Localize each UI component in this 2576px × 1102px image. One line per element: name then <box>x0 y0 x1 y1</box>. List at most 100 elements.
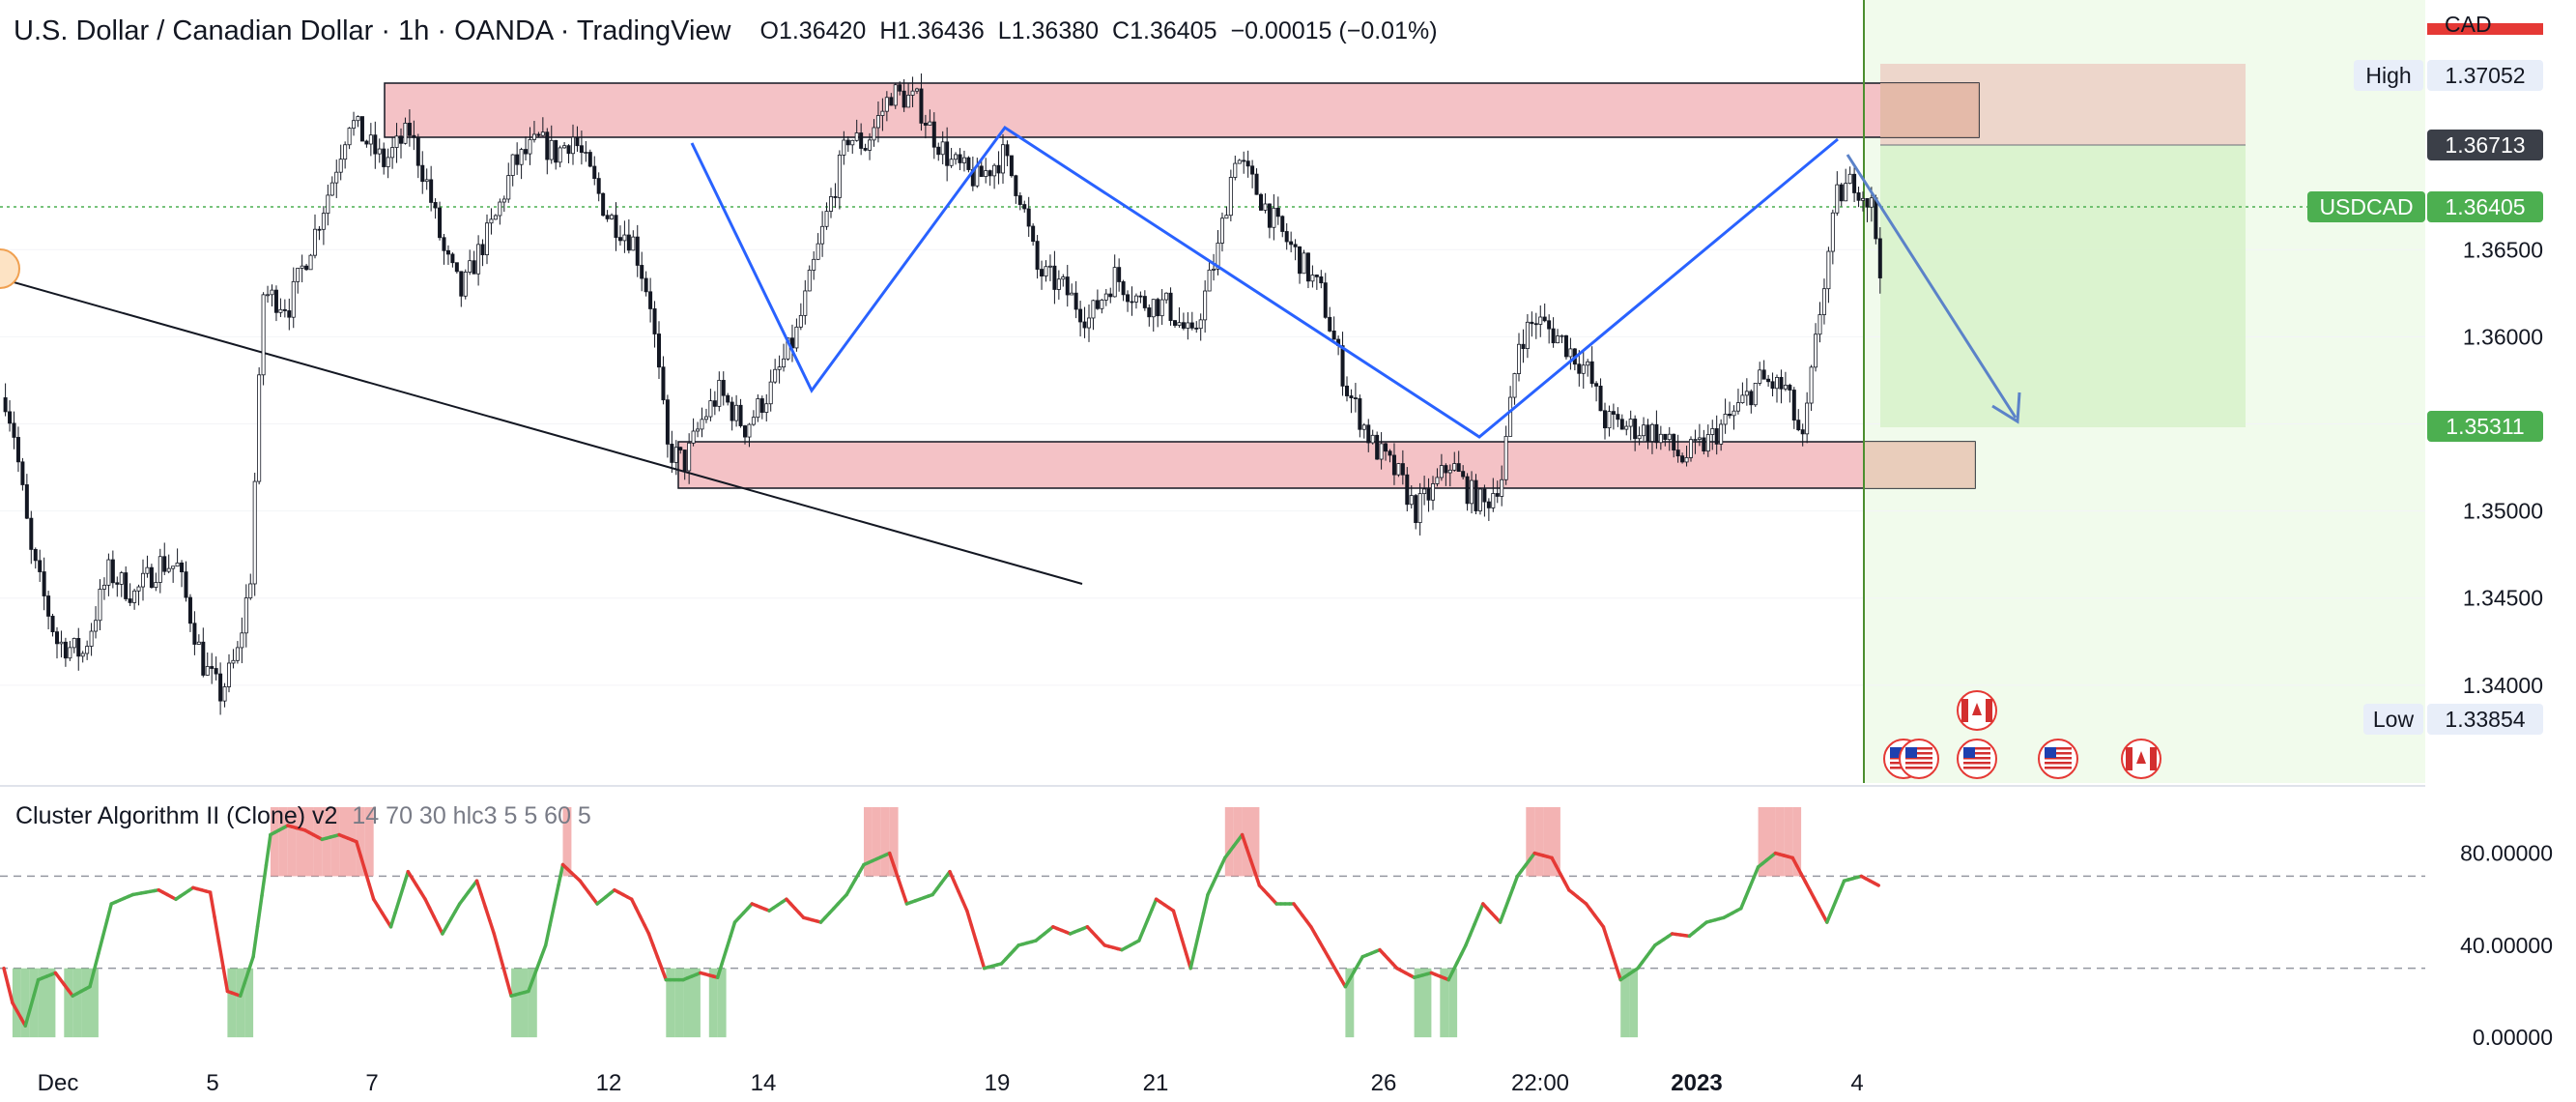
oscillator-segment <box>363 868 371 887</box>
candle-body <box>98 589 102 622</box>
oscillator-segment <box>6 983 14 1005</box>
candle-body <box>1194 327 1199 330</box>
candle-body <box>266 294 271 297</box>
symbol-title[interactable]: U.S. Dollar / Canadian Dollar · 1h · OAN… <box>14 14 731 46</box>
ca-event-flag-icon[interactable] <box>2121 739 2161 779</box>
projection-arrow-line[interactable] <box>1846 154 2018 419</box>
candle-body <box>558 147 562 163</box>
candle-body <box>519 149 524 165</box>
oscillator-segment <box>32 977 41 998</box>
wave-pattern-line[interactable] <box>690 125 1839 439</box>
candle-body <box>368 134 373 145</box>
candle-body <box>798 314 803 328</box>
oversold-bar <box>692 968 701 1038</box>
candle-body <box>1245 160 1250 167</box>
candle-body <box>626 234 631 251</box>
candle-body <box>1482 488 1487 503</box>
resistance-zone[interactable] <box>384 82 1980 138</box>
highlight-circle[interactable] <box>0 248 20 289</box>
oscillator-segment <box>492 932 501 951</box>
support-zone[interactable] <box>677 441 1976 489</box>
flag-stripe <box>2045 747 2072 750</box>
indicator-legend[interactable]: Cluster Algorithm II (Clone) v2 14 70 30… <box>15 802 591 830</box>
candle-body <box>751 417 756 425</box>
candle-body <box>29 517 34 550</box>
candle-body <box>1087 317 1092 329</box>
candle-body <box>498 201 502 217</box>
candle-body <box>106 559 111 586</box>
us-event-flag-icon[interactable] <box>1957 739 1997 779</box>
candle-body <box>786 337 790 360</box>
oscillator-segment <box>530 966 539 982</box>
indicator-params: 14 70 30 hlc3 5 5 60 5 <box>352 802 591 829</box>
indicator-name: Cluster Algorithm II (Clone) v2 <box>15 802 338 829</box>
candle-body <box>617 237 622 242</box>
candle-body <box>101 584 106 590</box>
descending-trendline[interactable] <box>0 277 1083 585</box>
currency-label[interactable]: CAD <box>2445 12 2492 37</box>
oscillator-segment <box>100 918 109 940</box>
us-event-flag-icon[interactable] <box>1899 739 1939 779</box>
candle-body <box>334 171 339 184</box>
candle-body <box>205 666 210 676</box>
symbol-tag[interactable]: USDCAD <box>2319 194 2413 219</box>
candle-body <box>128 598 132 603</box>
candle-body <box>3 397 8 413</box>
candle-body <box>1164 292 1169 301</box>
candle-body <box>1461 471 1466 478</box>
candle-body <box>424 179 429 183</box>
last-value-tag: 1.36713 <box>2445 132 2525 158</box>
candle-body <box>1856 192 1861 201</box>
candle-body <box>1680 455 1685 463</box>
candle-body <box>501 198 506 203</box>
candle-body <box>184 571 188 598</box>
overbought-bar <box>1543 807 1552 877</box>
oversold-bar <box>708 968 718 1038</box>
candle-body <box>1082 321 1087 329</box>
candle-body <box>575 136 580 147</box>
candle-body <box>1654 423 1659 444</box>
ca-event-flag-icon[interactable] <box>1957 690 1997 731</box>
candle-body <box>438 207 443 239</box>
candle-body <box>261 294 266 376</box>
candle-body <box>55 631 60 645</box>
candle-body <box>42 571 46 596</box>
candle-body <box>1809 366 1814 404</box>
candle-body <box>1439 465 1444 478</box>
oscillator-segment <box>1215 865 1223 879</box>
candle-body <box>540 131 545 136</box>
chart-header: U.S. Dollar / Canadian Dollar · 1h · OAN… <box>14 10 1438 52</box>
oscillator-segment <box>1873 881 1880 887</box>
flag-stripe <box>2045 762 2072 765</box>
oscillator-segment <box>960 899 969 913</box>
oscillator-segment <box>1615 965 1622 982</box>
candle-body <box>187 596 192 624</box>
candle-body <box>893 84 898 106</box>
candle-body <box>94 620 99 632</box>
candle-body <box>648 291 653 309</box>
candle-body <box>1263 203 1268 211</box>
candle-body <box>201 641 206 676</box>
oscillator-segment <box>729 920 737 939</box>
target-profit-zone[interactable] <box>1880 145 2246 427</box>
flag-band <box>2126 747 2132 770</box>
candle-body <box>162 556 167 572</box>
candle-body <box>1370 434 1375 444</box>
candle-body <box>1770 381 1775 390</box>
candle-body <box>1112 267 1117 298</box>
candle-body <box>1384 443 1388 452</box>
candle-body <box>1173 320 1178 326</box>
candle-body <box>308 254 313 271</box>
candle-body <box>115 582 120 585</box>
candle-body <box>166 567 171 572</box>
candle-body <box>226 662 231 687</box>
candle-body <box>884 97 889 112</box>
candle-body <box>1563 334 1568 358</box>
candle-body <box>1345 385 1350 396</box>
candle-body <box>1065 276 1070 296</box>
us-event-flag-icon[interactable] <box>2038 739 2078 779</box>
oscillator-line[interactable] <box>2 824 1880 1028</box>
oscillator-segment <box>504 978 513 998</box>
flag-stripe <box>1963 762 1990 765</box>
